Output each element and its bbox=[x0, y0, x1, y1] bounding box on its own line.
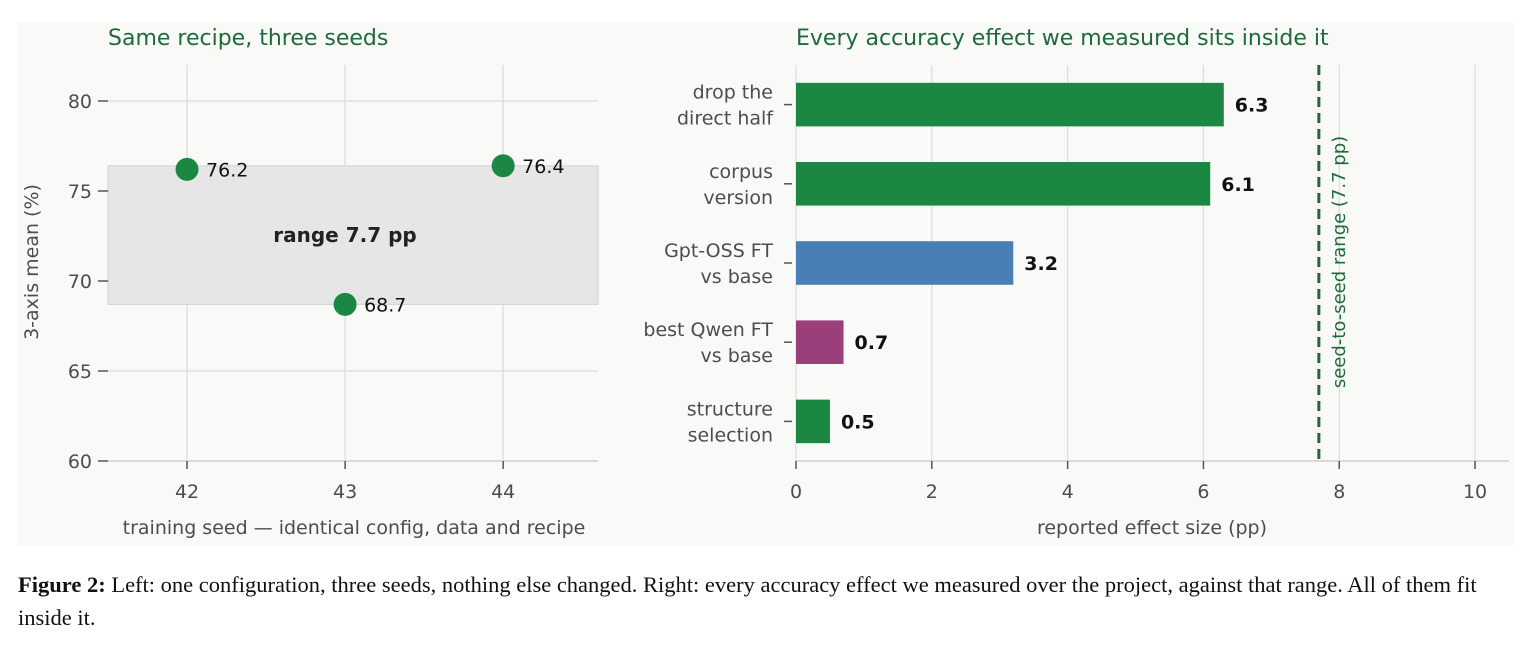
right-x-axis-label: reported effect size (pp) bbox=[1037, 517, 1267, 539]
left-y-axis-label: 3-axis mean (%) bbox=[21, 184, 43, 340]
effect-bar bbox=[796, 241, 1014, 285]
left-y-tick-label: 75 bbox=[68, 181, 92, 203]
seed-range-band bbox=[107, 165, 599, 306]
right-x-ticks: 0 2 4 6 8 10 bbox=[790, 461, 1487, 503]
right-panel-title: Every accuracy effect we measured sits i… bbox=[796, 26, 1329, 51]
seed-range-band-label: range 7.7 pp bbox=[273, 223, 416, 247]
effect-bar bbox=[796, 320, 844, 364]
effect-category-label: vs base bbox=[701, 345, 773, 367]
caption-lead: Figure 2: bbox=[18, 572, 106, 597]
figure-2: Same recipe, three seeds range 7.7 pp 60… bbox=[21, 26, 1509, 539]
left-x-ticks: 42 43 44 bbox=[175, 461, 515, 503]
seed-point bbox=[491, 154, 515, 178]
effect-category-label: Gpt-OSS FT bbox=[664, 240, 773, 262]
effect-category-label: selection bbox=[688, 424, 773, 446]
effect-category-label: version bbox=[703, 187, 773, 209]
effect-bar-value-label: 6.1 bbox=[1221, 174, 1255, 196]
effect-bar-value-label: 0.7 bbox=[855, 332, 889, 354]
seed-points: 76.2 68.7 76.4 bbox=[175, 154, 564, 316]
seed-point-label: 76.4 bbox=[522, 156, 564, 178]
effect-category-labels: drop the direct half corpus version Gpt-OSS … bbox=[643, 82, 792, 446]
effect-category-label: drop the bbox=[693, 82, 773, 104]
right-x-tick-label: 2 bbox=[926, 481, 938, 503]
caption-text: Left: one configuration, three seeds, no… bbox=[18, 572, 1477, 630]
left-y-ticks: 60 65 70 75 80 bbox=[68, 91, 108, 473]
effect-bar bbox=[796, 82, 1224, 127]
figure-caption: Figure 2: Left: one configuration, three… bbox=[18, 568, 1514, 634]
left-x-axis-label: training seed — identical config, data a… bbox=[123, 517, 586, 539]
effect-bar-value-label: 0.5 bbox=[841, 411, 875, 433]
effect-bar bbox=[796, 162, 1211, 206]
seed-point-label: 68.7 bbox=[364, 294, 406, 316]
effect-category-label: structure bbox=[687, 398, 773, 420]
effect-category-label: best Qwen FT bbox=[643, 319, 773, 341]
left-y-tick-label: 60 bbox=[68, 451, 92, 473]
seed-point bbox=[175, 157, 199, 181]
right-x-tick-label: 10 bbox=[1463, 481, 1487, 503]
left-y-tick-label: 80 bbox=[68, 91, 92, 113]
effect-category-label: direct half bbox=[677, 108, 774, 130]
left-y-tick-label: 70 bbox=[68, 271, 92, 293]
effect-bars: 6.3 6.1 3.2 0.7 0.5 bbox=[796, 82, 1269, 444]
effect-category-label: vs base bbox=[701, 266, 773, 288]
effect-bar bbox=[796, 399, 830, 444]
left-x-tick-label: 43 bbox=[333, 481, 357, 503]
right-x-tick-label: 4 bbox=[1062, 481, 1074, 503]
effect-category-label: corpus bbox=[709, 161, 773, 183]
seed-point bbox=[333, 292, 357, 316]
effect-size-panel: Every accuracy effect we measured sits i… bbox=[643, 26, 1509, 539]
left-x-tick-label: 42 bbox=[175, 481, 199, 503]
seed-point-label: 76.2 bbox=[206, 159, 248, 181]
left-panel-title: Same recipe, three seeds bbox=[108, 26, 388, 51]
seed-range-reference-label: seed-to-seed range (7.7 pp) bbox=[1329, 136, 1350, 388]
right-x-tick-label: 8 bbox=[1333, 481, 1345, 503]
right-x-tick-label: 6 bbox=[1197, 481, 1209, 503]
right-x-tick-label: 0 bbox=[790, 481, 802, 503]
left-x-tick-label: 44 bbox=[491, 481, 515, 503]
left-y-tick-label: 65 bbox=[68, 361, 92, 383]
seed-scatter-panel: Same recipe, three seeds range 7.7 pp 60… bbox=[21, 26, 599, 539]
effect-bar-value-label: 3.2 bbox=[1024, 253, 1058, 275]
effect-bar-value-label: 6.3 bbox=[1235, 95, 1269, 117]
